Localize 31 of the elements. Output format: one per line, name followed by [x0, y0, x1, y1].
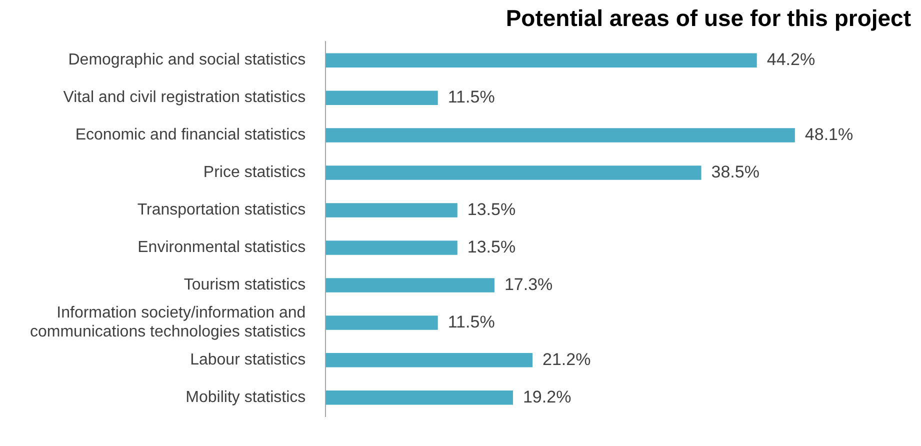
y-tick-label: Transportation statistics [137, 202, 306, 219]
bar [326, 128, 795, 142]
data-label: 44.2% [766, 50, 816, 70]
bar [326, 240, 458, 255]
data-label: 13.5% [467, 237, 516, 256]
y-tick-label: Demographic and social statistics [68, 52, 306, 69]
bar [326, 90, 438, 105]
y-tick-label: Mobility statistics [186, 389, 306, 406]
bar [326, 278, 494, 292]
bar [326, 203, 458, 218]
bar [326, 353, 532, 368]
chart-title: Potential areas of use for this project [506, 5, 912, 32]
bar [326, 166, 702, 180]
y-tick-label: Labour statistics [190, 352, 306, 369]
y-tick-label: Economic and financial statistics [75, 126, 306, 144]
data-label: 13.5% [467, 200, 516, 219]
bar [326, 316, 438, 330]
data-label: 38.5% [711, 162, 760, 182]
data-label: 17.3% [504, 274, 553, 294]
y-tick-label: Environmental statistics [138, 239, 306, 256]
data-label: 48.1% [804, 124, 854, 144]
y-tick-label: Price statistics [203, 164, 306, 182]
bar [326, 53, 757, 68]
bar [326, 390, 513, 405]
data-label: 11.5% [448, 312, 495, 332]
data-label: 21.2% [542, 350, 591, 369]
y-tick-label: Tourism statistics [184, 276, 306, 294]
y-tick-label: Vital and civil registration statistics [63, 89, 306, 106]
y-tick-label: Information society/information and communications technologies statistics [30, 304, 306, 341]
data-label: 11.5% [448, 88, 495, 107]
data-label: 19.2% [522, 387, 572, 406]
